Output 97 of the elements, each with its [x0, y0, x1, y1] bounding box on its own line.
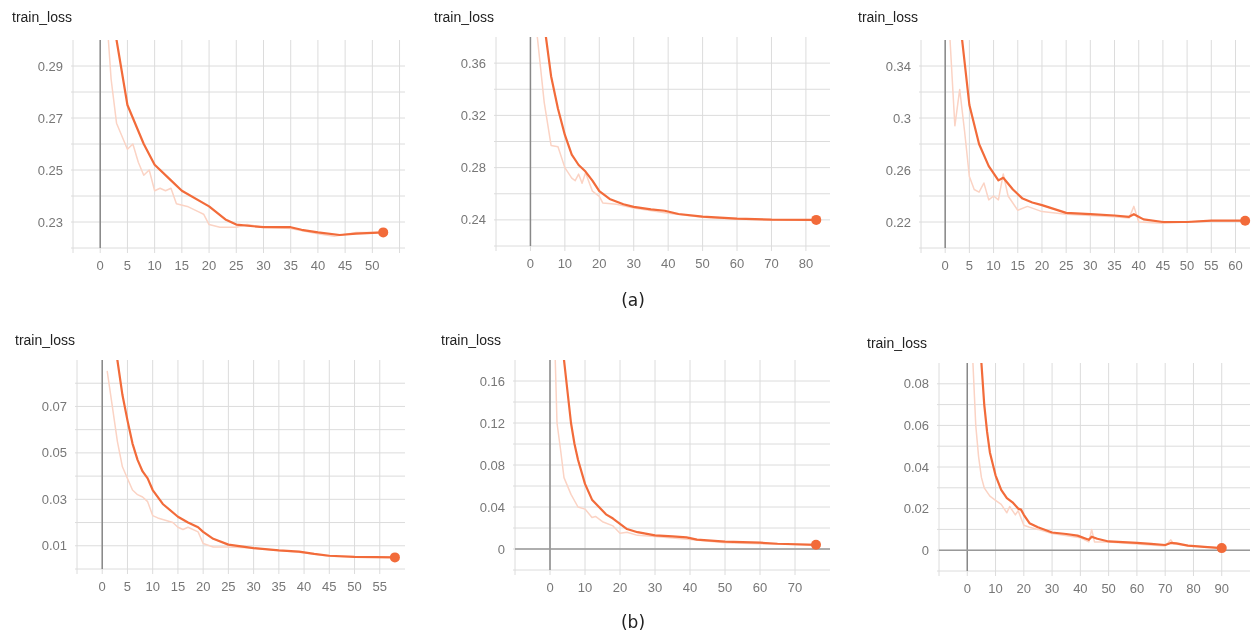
x-tick-label: 20	[1034, 258, 1050, 273]
x-tick-label: 50	[695, 256, 710, 271]
y-tick-label: 0.34	[885, 58, 911, 74]
y-tick-label: 0.07	[41, 398, 67, 414]
chart-title: train_loss	[15, 332, 75, 348]
x-tick-label: 10	[147, 258, 162, 273]
x-tick-label: 35	[271, 579, 287, 594]
x-tick-label: 40	[296, 579, 312, 594]
x-tick-label: 20	[592, 256, 607, 271]
x-tick-label: 10	[557, 256, 573, 271]
x-tick-label: 30	[626, 256, 641, 271]
x-tick-label: 0	[98, 579, 106, 594]
x-tick-label: 0	[941, 258, 949, 273]
x-tick-label: 70	[787, 580, 803, 595]
x-tick-label: 60	[1228, 258, 1243, 273]
y-tick-label: 0.02	[903, 501, 929, 517]
chart-title: train_loss	[441, 332, 501, 348]
x-tick-label: 20	[612, 580, 628, 595]
x-tick-label: 45	[337, 258, 353, 273]
x-tick-label: 30	[1083, 258, 1098, 273]
x-tick-label: 0	[526, 256, 535, 271]
text: (b)	[620, 612, 646, 632]
x-tick-label: 35	[1107, 258, 1122, 273]
y-tick-label: 0	[921, 542, 929, 558]
x-tick-label: 70	[1157, 581, 1173, 596]
y-tick-label: 0.29	[37, 58, 63, 74]
y-tick-label: 0.22	[885, 214, 911, 230]
x-tick-label: 15	[170, 579, 186, 594]
chart-title: train_loss	[12, 9, 72, 25]
x-tick-label: 10	[577, 580, 593, 595]
x-tick-label: 50	[1179, 258, 1195, 273]
x-tick-label: 80	[798, 256, 814, 271]
x-tick-label: 30	[246, 579, 261, 594]
x-tick-label: 50	[717, 580, 733, 595]
x-tick-label: 80	[1186, 581, 1201, 596]
x-tick-label: 40	[310, 258, 326, 273]
y-tick-label: 0.08	[903, 376, 929, 392]
x-tick-label: 10	[988, 581, 1003, 596]
x-tick-label: 40	[682, 580, 698, 595]
x-tick-label: 20	[1016, 581, 1032, 596]
x-tick-label: 30	[647, 580, 663, 595]
x-tick-label: 40	[660, 256, 676, 271]
x-tick-label: 90	[1214, 581, 1229, 596]
x-tick-label: 25	[221, 579, 236, 594]
x-tick-label: 20	[201, 258, 217, 273]
chart-title: train_loss	[867, 335, 927, 351]
x-tick-label: 0	[546, 580, 554, 595]
y-tick-label: 0.3	[892, 110, 911, 126]
x-tick-label: 0	[96, 258, 104, 273]
y-tick-label: 0.12	[479, 415, 505, 431]
x-tick-label: 50	[1101, 581, 1116, 596]
y-tick-label: 0.04	[903, 459, 929, 475]
x-tick-label: 50	[365, 258, 380, 273]
y-tick-label: 0.36	[460, 55, 486, 71]
y-tick-label: 0.28	[460, 160, 486, 176]
y-tick-label: 0.26	[885, 162, 911, 178]
x-tick-label: 70	[764, 256, 779, 271]
x-tick-label: 30	[1044, 581, 1060, 596]
y-tick-label: 0.24	[460, 212, 486, 228]
x-tick-label: 55	[372, 579, 387, 594]
x-tick-label: 5	[965, 258, 973, 273]
x-tick-label: 45	[322, 579, 337, 594]
x-tick-label: 60	[1129, 581, 1145, 596]
y-tick-label: 0.08	[479, 457, 505, 473]
y-tick-label: 0.16	[479, 373, 505, 389]
y-tick-label: 0.03	[41, 491, 67, 507]
x-tick-label: 30	[256, 258, 271, 273]
x-tick-label: 10	[986, 258, 1001, 273]
chart-title: train_loss	[434, 9, 494, 25]
x-tick-label: 25	[1058, 258, 1074, 273]
x-tick-label: 60	[729, 256, 745, 271]
x-tick-label: 50	[347, 579, 362, 594]
y-tick-label: 0.06	[903, 417, 929, 433]
x-tick-label: 5	[123, 579, 132, 594]
x-tick-label: 15	[1010, 258, 1025, 273]
x-tick-label: 5	[123, 258, 132, 273]
y-tick-label: 0.01	[41, 538, 67, 554]
x-tick-label: 20	[195, 579, 211, 594]
x-tick-label: 45	[1155, 258, 1171, 273]
x-tick-label: 0	[963, 581, 971, 596]
x-tick-label: 10	[145, 579, 160, 594]
y-tick-label: 0.32	[460, 107, 486, 123]
x-tick-label: 60	[752, 580, 768, 595]
x-tick-label: 40	[1073, 581, 1088, 596]
y-tick-label: 0.27	[37, 110, 63, 126]
x-tick-label: 35	[283, 258, 298, 273]
text: (a)	[621, 290, 645, 310]
y-tick-label: 0.25	[37, 162, 63, 178]
y-tick-label: 0	[497, 541, 505, 557]
y-tick-label: 0.05	[41, 445, 67, 461]
y-tick-label: 0.04	[479, 499, 505, 515]
x-tick-label: 15	[174, 258, 190, 273]
x-tick-label: 40	[1131, 258, 1146, 273]
x-tick-label: 25	[229, 258, 244, 273]
chart-title: train_loss	[858, 9, 918, 25]
x-tick-label: 55	[1204, 258, 1219, 273]
y-tick-label: 0.23	[37, 214, 63, 230]
